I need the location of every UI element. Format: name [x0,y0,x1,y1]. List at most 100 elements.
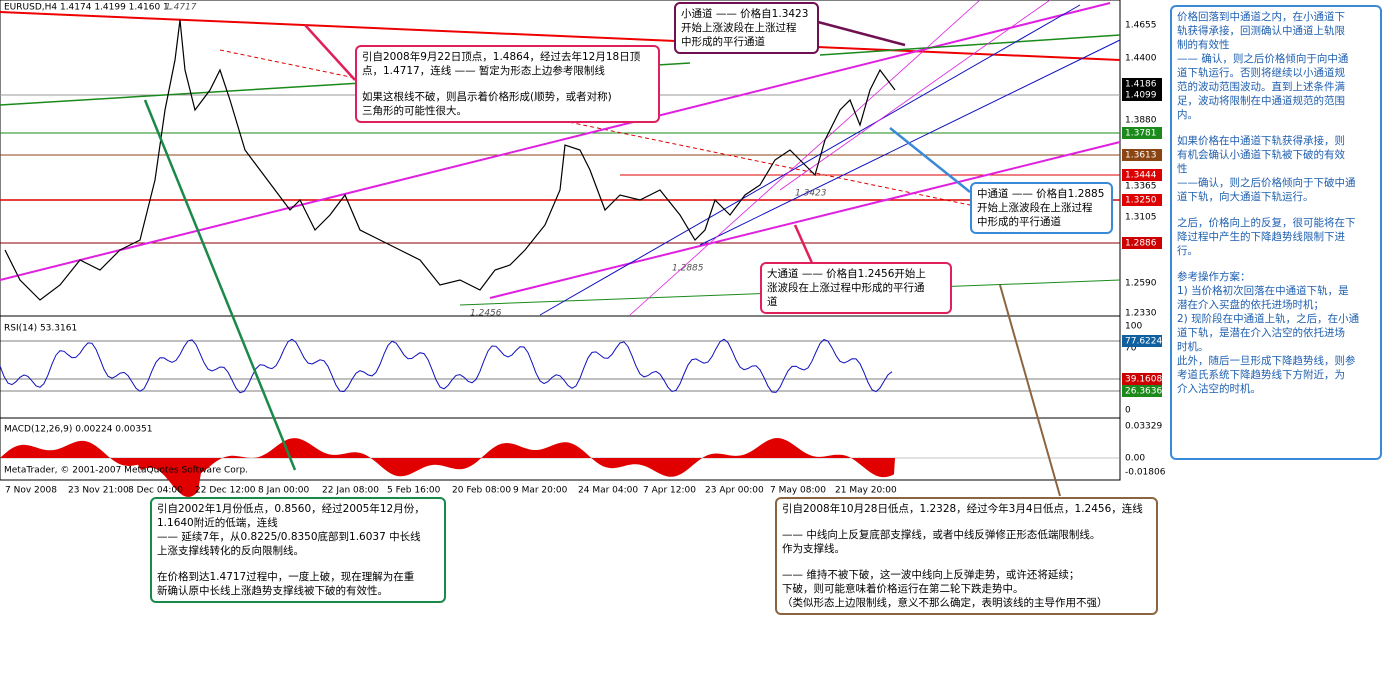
text-line: 内。 [1177,109,1198,121]
rsi-line [0,338,893,394]
arrow [999,284,1061,497]
text-line: 如果这根线不破，则昌示着价格形成(顺势，或者对称) [362,91,612,103]
annotation-box: 小通道 —— 价格自1.3423 开始上涨波段在上涨过程 中形成的平行通道 [674,2,819,54]
price-annotation: 1.3423 [795,189,827,199]
text-line: 足，波动将限制在中通道规范的范围 [1177,95,1345,107]
arrow [817,20,906,47]
text-line: 1) 当价格初次回落在中通道下轨，是 [1177,285,1349,297]
text-line: 引自2002年1月份低点，0.8560，经过2005年12月份， [157,503,425,515]
x-axis-label: 8 Dec 04:00 [128,486,183,496]
rsi-axis-label: 70 [1125,344,1137,354]
text-line: 开始上涨波段在上涨过程 [977,202,1093,214]
text-line: 参考操作方案： [1177,271,1251,283]
price-axis-label: 1.3250 [1125,196,1157,206]
arrow [304,24,356,81]
paragraph: 大通道 —— 价格自1.2456开始上 涨波段在上涨过程中形成的平行通道 [767,267,945,309]
text-line: 作为支撑线。 [782,543,845,555]
paragraph: 引自2008年10月28日低点，1.2328，经过今年3月4日低点，1.2456… [782,502,1151,516]
paragraph: 引自2008年9月22日顶点，1.4864，经过去年12月18日顶 点，1.471… [362,50,653,78]
text-line: 有机会确认小通道下轨被下破的有效 [1177,149,1345,161]
annotation-box: 引自2008年9月22日顶点，1.4864，经过去年12月18日顶 点，1.471… [355,45,660,123]
price-axis-label: 1.3365 [1125,182,1157,192]
paragraph: 如果这根线不破，则昌示着价格形成(顺势，或者对称) 三角形的可能性很大。 [362,90,653,118]
price-axis-label: 1.3444 [1125,171,1157,181]
x-axis-label: 22 Dec 12:00 [195,486,256,496]
price-line [4,19,896,301]
text-line: 1.1640附近的低端，连线 [157,517,278,529]
trend-line [219,49,971,206]
trend-line [0,11,1121,61]
text-line: 性 [1177,163,1188,175]
paragraph: —— 中线向上反复底部支撑线，或者中线反弹修正形态低端限制线。 作为支撑线。 [782,528,1151,556]
trend-line [819,34,1121,56]
copyright: MetaTrader, © 2001-2007 MetaQuotes Softw… [4,466,248,476]
text-line: —— 确认，则之后价格倾向于向中通 [1177,53,1349,65]
text-line: 制的有效性 [1177,39,1230,51]
rsi-tag [1122,385,1162,397]
macd-axis-label: -0.01806 [1125,468,1166,478]
x-axis-label: 7 Nov 2008 [5,486,57,496]
price-tag [1122,194,1162,206]
price-annotation: 1.4717 [165,3,197,13]
annotation-box: 引自2002年1月份低点，0.8560，经过2005年12月份， 1.1640附近… [150,497,446,603]
price-axis-label: 1.3105 [1125,213,1157,223]
text-line: 道下轨，是潜在介入沽空的依托进场 [1177,327,1345,339]
text-line: 潜在介入买盘的依托进场时机； [1177,299,1324,311]
price-tag [1122,78,1162,90]
x-axis-label: 9 Mar 20:00 [513,486,568,496]
rsi-axis-label: 77.6224 [1125,337,1162,347]
paragraph: 引自2002年1月份低点，0.8560，经过2005年12月份， 1.1640附近… [157,502,439,558]
text-line: 涨波段在上涨过程中形成的平行通 [767,282,925,294]
indicator-title: MACD(12,26,9) 0.00224 0.00351 [4,425,153,435]
rsi-tag [1122,335,1162,347]
price-axis-label: 1.2590 [1125,279,1157,289]
chart-header: EURUSD,H4 1.4174 1.4199 1.4160 1. [4,3,172,13]
text-line: 引自2008年9月22日顶点，1.4864，经过去年12月18日顶 [362,51,641,63]
text-line: 之后，价格向上的反复，很可能将在下 [1177,217,1356,229]
price-axis-label: 1.2330 [1125,309,1157,319]
text-line: 降过程中产生的下降趋势线限制下进 [1177,231,1345,243]
paragraph: 小通道 —— 价格自1.3423 开始上涨波段在上涨过程 中形成的平行通道 [681,7,812,49]
text-line: —— 中线向上反复底部支撑线，或者中线反弹修正形态低端限制线。 [782,529,1101,541]
x-axis-label: 20 Feb 08:00 [452,486,511,496]
paragraph: 在价格到达1.4717过程中，一度上破，现在理解为在重 新确认原中长线上涨趋势支撑… [157,570,439,598]
paragraph: 中通道 —— 价格自1.2885 开始上涨波段在上涨过程 中形成的平行通道 [977,187,1106,229]
annotation-box: 价格回落到中通道之内，在小通道下 轨获得承接，回测确认中通道上轨限 制的有效性 —— … [1170,5,1382,460]
text-line: 新确认原中长线上涨趋势支撑线被下破的有效性。 [157,585,388,597]
text-line: （类似形态上边限制线，意义不那么确定，表明该线的主导作用不强） [782,597,1108,609]
text-line: 行。 [1177,245,1198,257]
macd-histogram [0,438,895,497]
price-axis-label: 1.3880 [1125,116,1157,126]
x-axis-label: 23 Nov 21:00 [68,486,129,496]
arrow [793,224,814,264]
text-line: 范的波动范围波动。直到上述条件满 [1177,81,1345,93]
arrow [889,127,971,193]
price-tag [1122,169,1162,181]
macd-axis-label: 0.00 [1125,454,1145,464]
price-tag [1122,149,1162,161]
x-axis-label: 22 Jan 08:00 [322,486,379,496]
price-annotation: 1.2885 [672,264,704,274]
price-axis-label: 1.3781 [1125,129,1157,139]
price-axis-label: 1.2886 [1125,239,1157,249]
price-axis-label: 1.4400 [1125,54,1157,64]
text-line: 大通道 —— 价格自1.2456开始上 [767,268,926,280]
rsi-tag [1122,373,1162,385]
price-axis-label: 1.3613 [1125,151,1157,161]
text-line: —— 延续7年，从0.8225/0.8350底部到1.6037 中长线 [157,531,421,543]
text-line: 时机。 [1177,341,1209,353]
text-line: 三角形的可能性很大。 [362,105,467,117]
annotation-box: 引自2008年10月28日低点，1.2328，经过今年3月4日低点，1.2456… [775,497,1158,615]
text-line: 价格回落到中通道之内，在小通道下 [1177,11,1345,23]
x-axis-label: 23 Apr 00:00 [705,486,764,496]
text-line: —— 维持不被下破，这一波中线向上反弹走势，或许还将延续； [782,569,1080,581]
channel-line [489,141,1121,299]
price-tag [1122,237,1162,249]
price-axis-label: 1.4655 [1125,21,1157,31]
text-line: 小通道 —— 价格自1.3423 [681,8,809,20]
text-line: 此外，随后一旦形成下降趋势线，则参 [1177,355,1356,367]
text-line: 在价格到达1.4717过程中，一度上破，现在理解为在重 [157,571,415,583]
paragraph: 价格回落到中通道之内，在小通道下 轨获得承接，回测确认中通道上轨限 制的有效性 —— … [1177,10,1375,122]
paragraph: 如果价格在中通道下轨获得承接，则 有机会确认小通道下轨被下破的有效性 ——确认，则之… [1177,134,1375,204]
